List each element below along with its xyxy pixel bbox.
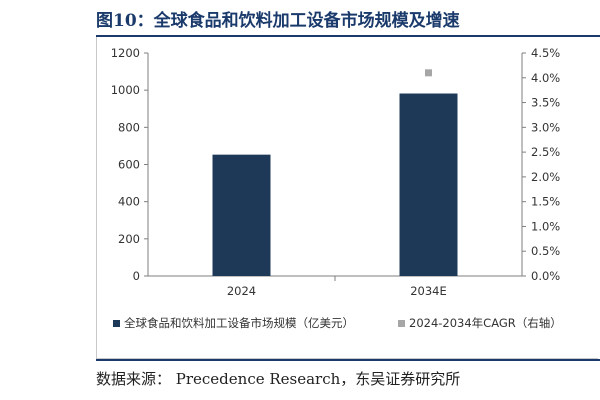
- x-tick-label: 2024: [227, 284, 256, 298]
- y-right-tick-label: 4.0%: [531, 71, 560, 85]
- y-left-tick-label: 1000: [111, 83, 140, 97]
- y-right-tick-label: 1.5%: [531, 195, 560, 209]
- legend-label-cagr: 2024-2034年CAGR（右轴）: [409, 316, 562, 330]
- title-divider: [96, 35, 600, 37]
- y-right-tick-label: 4.5%: [531, 46, 560, 60]
- legend-label-bar: 全球食品和饮料加工设备市场规模（亿美元）: [124, 316, 354, 330]
- y-left-tick-label: 600: [118, 158, 140, 172]
- source-divider: [96, 359, 600, 361]
- y-right-tick-label: 2.0%: [531, 170, 560, 184]
- y-left-tick-label: 800: [118, 120, 140, 134]
- legend-swatch-bar: [113, 320, 120, 327]
- cagr-marker: [425, 69, 432, 77]
- y-right-tick-label: 1.0%: [531, 219, 560, 233]
- bar: [212, 154, 271, 276]
- y-right-tick-label: 3.5%: [531, 96, 560, 110]
- y-left-tick-label: 0: [133, 269, 140, 283]
- page-title: 图10：全球食品和饮料加工设备市场规模及增速: [96, 11, 460, 31]
- x-tick-label: 2034E: [410, 284, 447, 298]
- y-left-tick-label: 200: [118, 232, 140, 246]
- y-right-tick-label: 3.0%: [531, 120, 560, 134]
- bar: [399, 93, 458, 277]
- legend-swatch-cagr: [398, 320, 405, 327]
- y-right-tick-label: 0.5%: [531, 244, 560, 258]
- y-left-tick-label: 400: [118, 195, 140, 209]
- source-note: 数据来源： Precedence Research，东吴证券研究所: [96, 370, 461, 388]
- y-left-tick-label: 1200: [111, 46, 140, 60]
- y-right-tick-label: 0.0%: [531, 269, 560, 283]
- chart-frame: [96, 37, 598, 359]
- y-right-tick-label: 2.5%: [531, 145, 560, 159]
